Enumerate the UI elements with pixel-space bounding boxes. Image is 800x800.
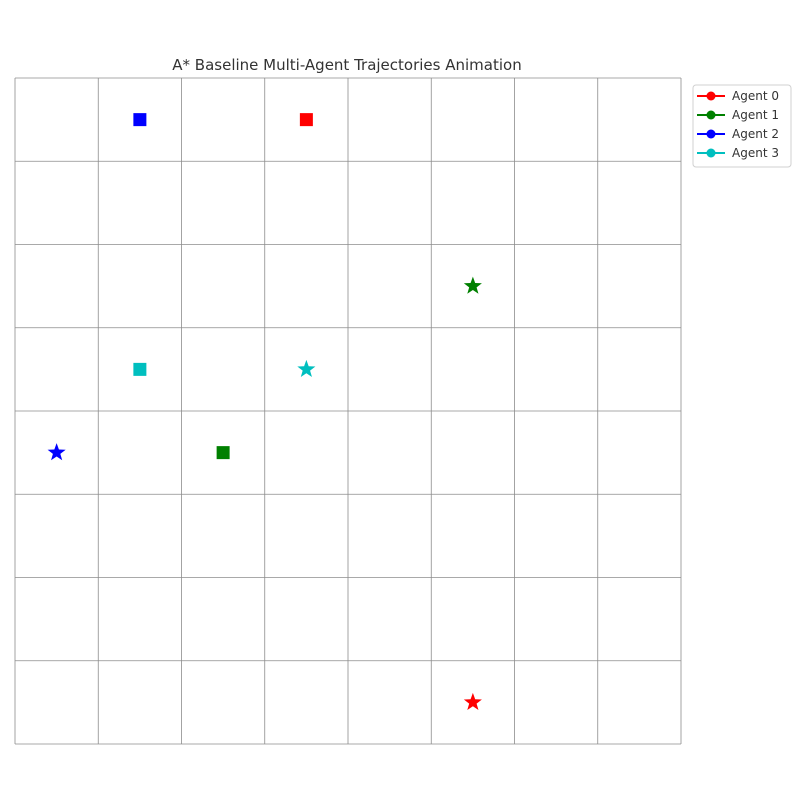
agent-1-goal-marker <box>463 276 482 294</box>
agent-0-start-marker <box>299 113 313 127</box>
markers <box>47 113 482 711</box>
legend-label-agent-1: Agent 1 <box>732 108 779 122</box>
grid <box>14 77 682 745</box>
legend: Agent 0 Agent 1 Agent 2 Agent 3 <box>692 84 792 168</box>
chart-title: A* Baseline Multi-Agent Trajectories Ani… <box>172 56 521 74</box>
legend-label-agent-2: Agent 2 <box>732 127 779 141</box>
legend-marker-agent-2 <box>706 129 716 139</box>
agent-1-start-marker <box>216 446 230 460</box>
legend-label-agent-0: Agent 0 <box>732 89 779 103</box>
agent-3-goal-marker <box>297 359 316 378</box>
agent-2-goal-marker <box>47 443 66 461</box>
legend-marker-agent-0 <box>706 91 716 101</box>
legend-label-agent-3: Agent 3 <box>732 146 779 160</box>
agent-3-start-marker <box>133 362 147 376</box>
legend-marker-agent-3 <box>706 148 716 158</box>
agent-2-start-marker <box>133 113 147 127</box>
legend-marker-agent-1 <box>706 110 716 120</box>
agent-0-goal-marker <box>463 692 482 711</box>
legend-box <box>692 84 792 168</box>
